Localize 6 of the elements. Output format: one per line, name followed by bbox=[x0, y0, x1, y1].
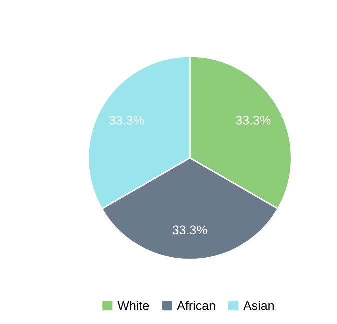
legend-label: White bbox=[118, 301, 150, 310]
legend-label: African bbox=[177, 301, 216, 310]
legend-label: Asian bbox=[244, 301, 274, 310]
data-label: 33.3% bbox=[172, 226, 208, 235]
data-label: 33.3% bbox=[109, 116, 144, 125]
data-label: 33.3% bbox=[236, 116, 271, 125]
